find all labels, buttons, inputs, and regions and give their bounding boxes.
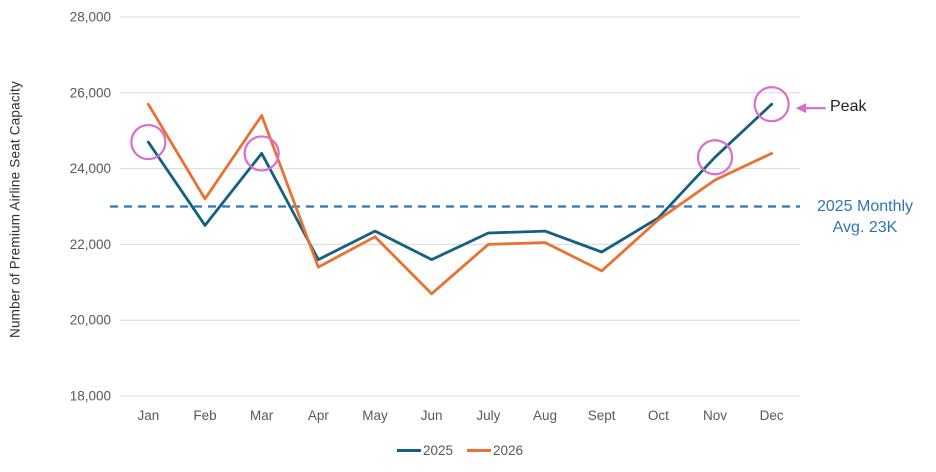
- legend-swatch-2026-icon: [467, 448, 491, 452]
- y-tick-label: 28,000: [70, 10, 111, 25]
- x-tick-label: Sept: [588, 408, 616, 423]
- highlight-circle: [130, 123, 167, 161]
- x-tick-label: Feb: [193, 408, 216, 423]
- average-line-label: 2025 Monthly Avg. 23K: [798, 196, 932, 238]
- y-axis-title: Number of Premium Airline Seat Capacity: [7, 81, 23, 339]
- y-tick-label: 24,000: [70, 161, 111, 176]
- x-tick-label: July: [476, 408, 500, 423]
- highlight-circle: [696, 139, 734, 176]
- x-tick-label: Jan: [137, 408, 159, 423]
- x-tick-label: Dec: [760, 408, 784, 423]
- series-line-2025: [146, 102, 774, 262]
- legend-item-2026: 2026: [467, 443, 523, 458]
- y-tick-label: 26,000: [70, 85, 111, 100]
- x-tick-label: Apr: [308, 408, 330, 423]
- average-line-label-line2: Avg. 23K: [832, 219, 898, 236]
- legend-label-2025: 2025: [422, 442, 453, 458]
- x-tick-label: Aug: [533, 408, 557, 423]
- legend-swatch-2025-icon: [396, 448, 421, 452]
- average-line-label-line1: 2025 Monthly: [816, 198, 914, 215]
- highlight-circle: [753, 86, 790, 123]
- x-tick-label: Mar: [250, 408, 274, 423]
- x-tick-label: Oct: [648, 408, 669, 423]
- y-tick-label: 20,000: [70, 313, 111, 328]
- highlight-circle: [243, 135, 280, 172]
- chart-legend: 2025 2026: [120, 440, 800, 460]
- x-tick-label: May: [362, 408, 388, 423]
- peak-arrow-head-icon: [795, 103, 807, 114]
- x-tick-label: Jun: [421, 408, 443, 423]
- legend-label-2026: 2026: [493, 442, 524, 458]
- legend-item-2025: 2025: [396, 442, 453, 458]
- x-tick-label: Nov: [703, 408, 727, 423]
- y-tick-label: 18,000: [70, 389, 111, 404]
- y-tick-label: 22,000: [70, 237, 111, 252]
- peak-annotation-label: Peak: [830, 98, 867, 115]
- series-line-2026: [146, 102, 774, 296]
